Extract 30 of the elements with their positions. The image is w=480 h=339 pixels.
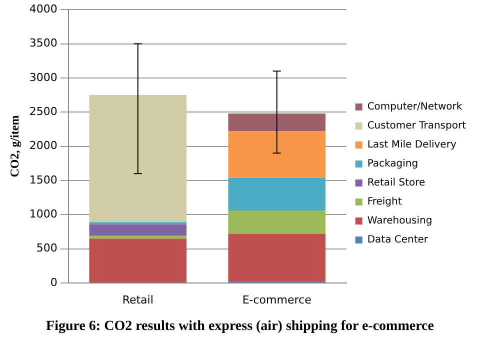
y-axis-title: CO2, g/item — [7, 115, 22, 178]
text: Figure 6: CO2 results with express (air) shipping for e-commerce — [46, 319, 434, 334]
bar — [228, 234, 326, 281]
y-tick-label: 4000 — [29, 2, 58, 16]
legend-label: Warehousing — [367, 216, 432, 227]
y-tick-label: 3000 — [29, 70, 58, 84]
bar — [228, 178, 326, 211]
bar — [89, 95, 187, 222]
bar — [228, 131, 326, 178]
y-tick-label: 2500 — [29, 104, 58, 118]
y-tick-label: 3500 — [29, 36, 58, 50]
x-tick-label: E-commerce — [242, 293, 312, 306]
legend-label: Data Center — [367, 234, 429, 246]
y-tick-label: 1500 — [29, 173, 58, 186]
legend-label: Customer Transport — [367, 120, 466, 132]
y-tick-label: 500 — [36, 242, 58, 255]
legend-label: Retail Store — [367, 178, 426, 189]
bar — [228, 113, 326, 132]
legend-label: Freight — [367, 196, 402, 208]
y-tick-label: 0 — [50, 276, 58, 289]
legend-label: Packaging — [367, 158, 418, 170]
bar — [89, 236, 187, 239]
y-tick-label: 2000 — [29, 139, 58, 152]
legend-label: Last Mile Delivery — [367, 140, 456, 151]
y-tick-label: 1000 — [29, 208, 58, 221]
legend-label: Computer/Network — [367, 102, 462, 113]
bar — [89, 238, 187, 282]
bar — [89, 224, 187, 236]
x-tick-label: Retail — [122, 293, 154, 306]
bar — [228, 210, 326, 234]
